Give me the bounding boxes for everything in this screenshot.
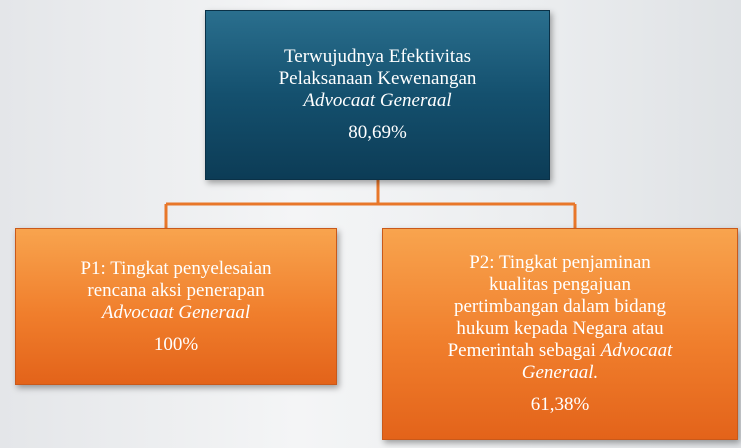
text-segment: hukum kepada Negara atau (456, 318, 664, 339)
text-line: rencana aksi penerapan (16, 280, 336, 302)
text-line: kualitas pengajuan (383, 274, 737, 296)
text-segment: Advocaat Generaal (303, 90, 452, 111)
text-segment: Advocaat Generaal (101, 301, 251, 323)
text-segment: pertimbangan dalam bidang (453, 296, 667, 317)
child-node: P1: Tingkat penyelesaian rencana aksi pen… (15, 228, 337, 385)
text-line: Generaal. (383, 362, 737, 384)
text-segment: kualitas pengajuan (489, 274, 631, 295)
text-line: pertimbangan dalam bidang (383, 296, 737, 318)
root-node: Terwujudnya Efektivitas Pelaksanaan Kewen… (205, 10, 550, 180)
text-segment: P1: Tingkat penyelesaian (80, 257, 272, 279)
text-segment: rencana aksi penerapan (87, 279, 265, 301)
text-segment: Advocaat (600, 340, 673, 361)
text-segment: Pemerintah sebagai (447, 340, 601, 361)
text-line: P2: Tingkat penjaminan (383, 252, 737, 274)
text-segment: Terwujudnya Efektivitas (283, 46, 472, 67)
value: 100% (153, 333, 199, 355)
text-line: hukum kepada Negara atau (383, 318, 737, 340)
child-node: P2: Tingkat penjaminan kualitas pengajuan… (382, 228, 738, 440)
value: 61,38% (530, 394, 590, 415)
value: 80,69% (348, 122, 407, 143)
text-line: Pelaksanaan Kewenangan (206, 68, 549, 90)
text-segment: Pelaksanaan Kewenangan (278, 68, 477, 89)
text-line: Advocaat Generaal (16, 302, 336, 324)
text-segment: P2: Tingkat penjaminan (469, 252, 651, 273)
text-segment: Generaal. (521, 362, 599, 383)
text-line: Advocaat Generaal (206, 90, 549, 112)
text-line: Terwujudnya Efektivitas (206, 46, 549, 68)
text-line: P1: Tingkat penyelesaian (16, 258, 336, 280)
text-line: Pemerintah sebagai Advocaat (383, 340, 737, 362)
